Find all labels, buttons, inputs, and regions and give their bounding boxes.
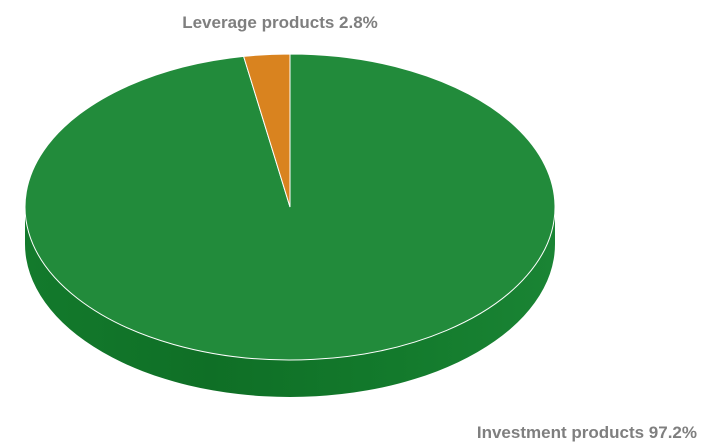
slice-label-investment-products: Investment products 97.2% — [477, 423, 697, 442]
pie-side-investment-products — [25, 207, 555, 397]
pie-top-layer — [24, 53, 556, 361]
slice-label-leverage-products: Leverage products 2.8% — [182, 13, 378, 32]
pie-slice-leverage-products — [242, 53, 291, 208]
pie-side-layer — [25, 207, 555, 397]
